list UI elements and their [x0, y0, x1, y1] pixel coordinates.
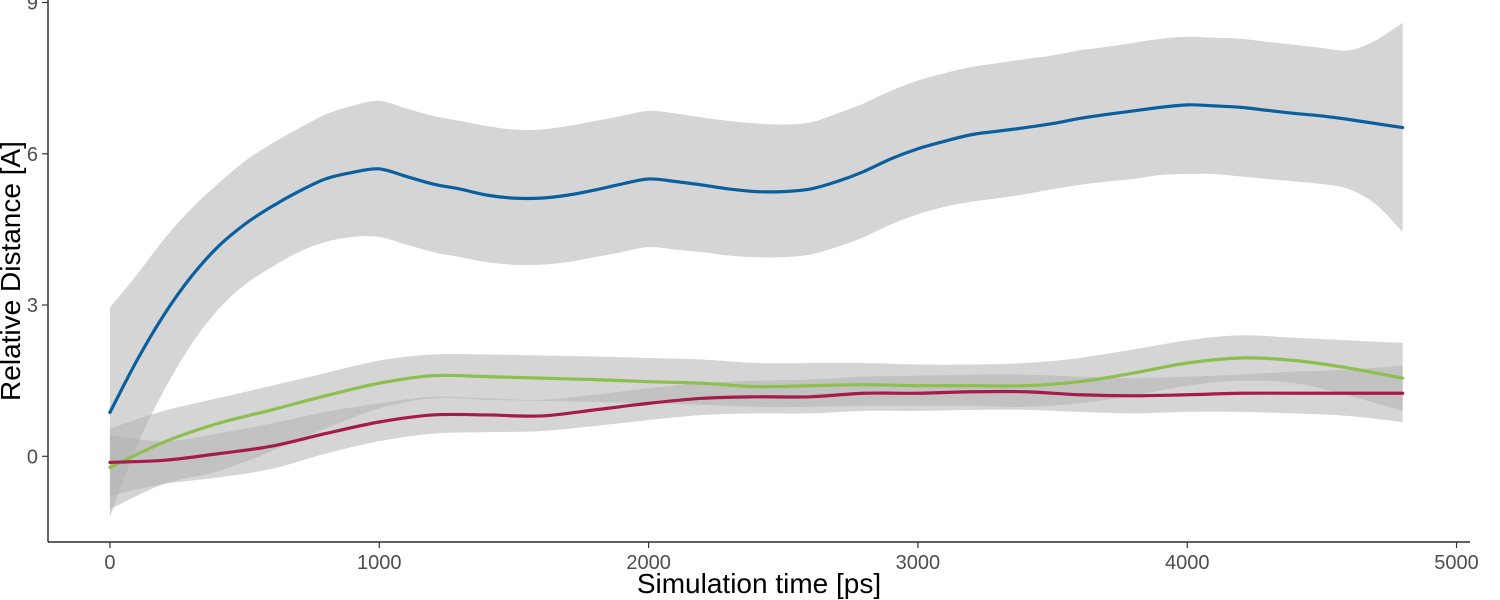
series-lines — [108, 103, 1405, 469]
y-tick-label: 9 — [27, 0, 38, 15]
series-line-2 — [108, 356, 1405, 469]
x-tick-label: 3000 — [896, 552, 941, 574]
x-tick-label: 5000 — [1434, 552, 1479, 574]
y-axis-ticks: 0 3 6 9 — [27, 0, 48, 468]
x-tick-label: 4000 — [1165, 552, 1210, 574]
series-line-3 — [108, 389, 1405, 464]
x-axis-ticks: 0 1000 2000 3000 4000 5000 — [104, 542, 1479, 574]
confidence-band-1 — [109, 22, 1403, 517]
x-axis-title: Simulation time [ps] — [637, 568, 881, 599]
confidence-bands — [109, 22, 1403, 517]
x-tick-label: 2000 — [626, 552, 671, 574]
x-tick-label: 1000 — [357, 552, 402, 574]
y-tick-label: 3 — [27, 295, 38, 317]
y-axis-title: Relative Distance [A] — [0, 141, 26, 401]
confidence-band-3 — [109, 365, 1403, 496]
x-tick-label: 0 — [104, 552, 115, 574]
series-line-1 — [108, 103, 1405, 415]
y-tick-label: 0 — [27, 446, 38, 468]
axes: 0 1000 2000 3000 4000 5000 0 3 6 9 — [27, 0, 1479, 574]
y-tick-label: 6 — [27, 144, 38, 166]
